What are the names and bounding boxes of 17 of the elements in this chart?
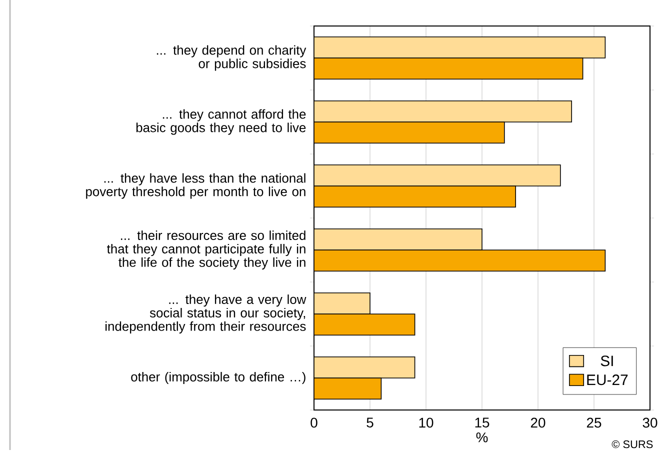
y-tick-label: ... they have a very low social status in our society, independently from their resources bbox=[106, 294, 306, 334]
y-tick-label: ... they depend on charity or public subsidies bbox=[156, 45, 306, 71]
x-tick-label: 30 bbox=[642, 418, 658, 428]
x-tick-label: 0 bbox=[310, 418, 318, 428]
y-tick-label: ... they cannot afford the basic goods they need to live bbox=[136, 109, 306, 135]
y-tick-label: other (impossible to define …) bbox=[131, 372, 306, 384]
legend-label: SI bbox=[600, 356, 613, 366]
legend-label: EU-27 bbox=[587, 374, 628, 386]
x-tick-label: 5 bbox=[366, 418, 374, 428]
y-tick-label: ... their resources are so limited that they cannot participate fully in the life of the society they live in bbox=[107, 230, 306, 270]
x-tick-label: 20 bbox=[530, 418, 546, 428]
x-tick-label: 10 bbox=[419, 418, 434, 428]
x-tick-label: 25 bbox=[586, 418, 602, 428]
x-tick-label: 15 bbox=[475, 418, 490, 428]
text: © SURS bbox=[612, 440, 653, 448]
y-tick-label: ... they have less than the national poverty threshold per month to live on bbox=[86, 173, 306, 199]
x-axis-title: % bbox=[476, 432, 488, 442]
